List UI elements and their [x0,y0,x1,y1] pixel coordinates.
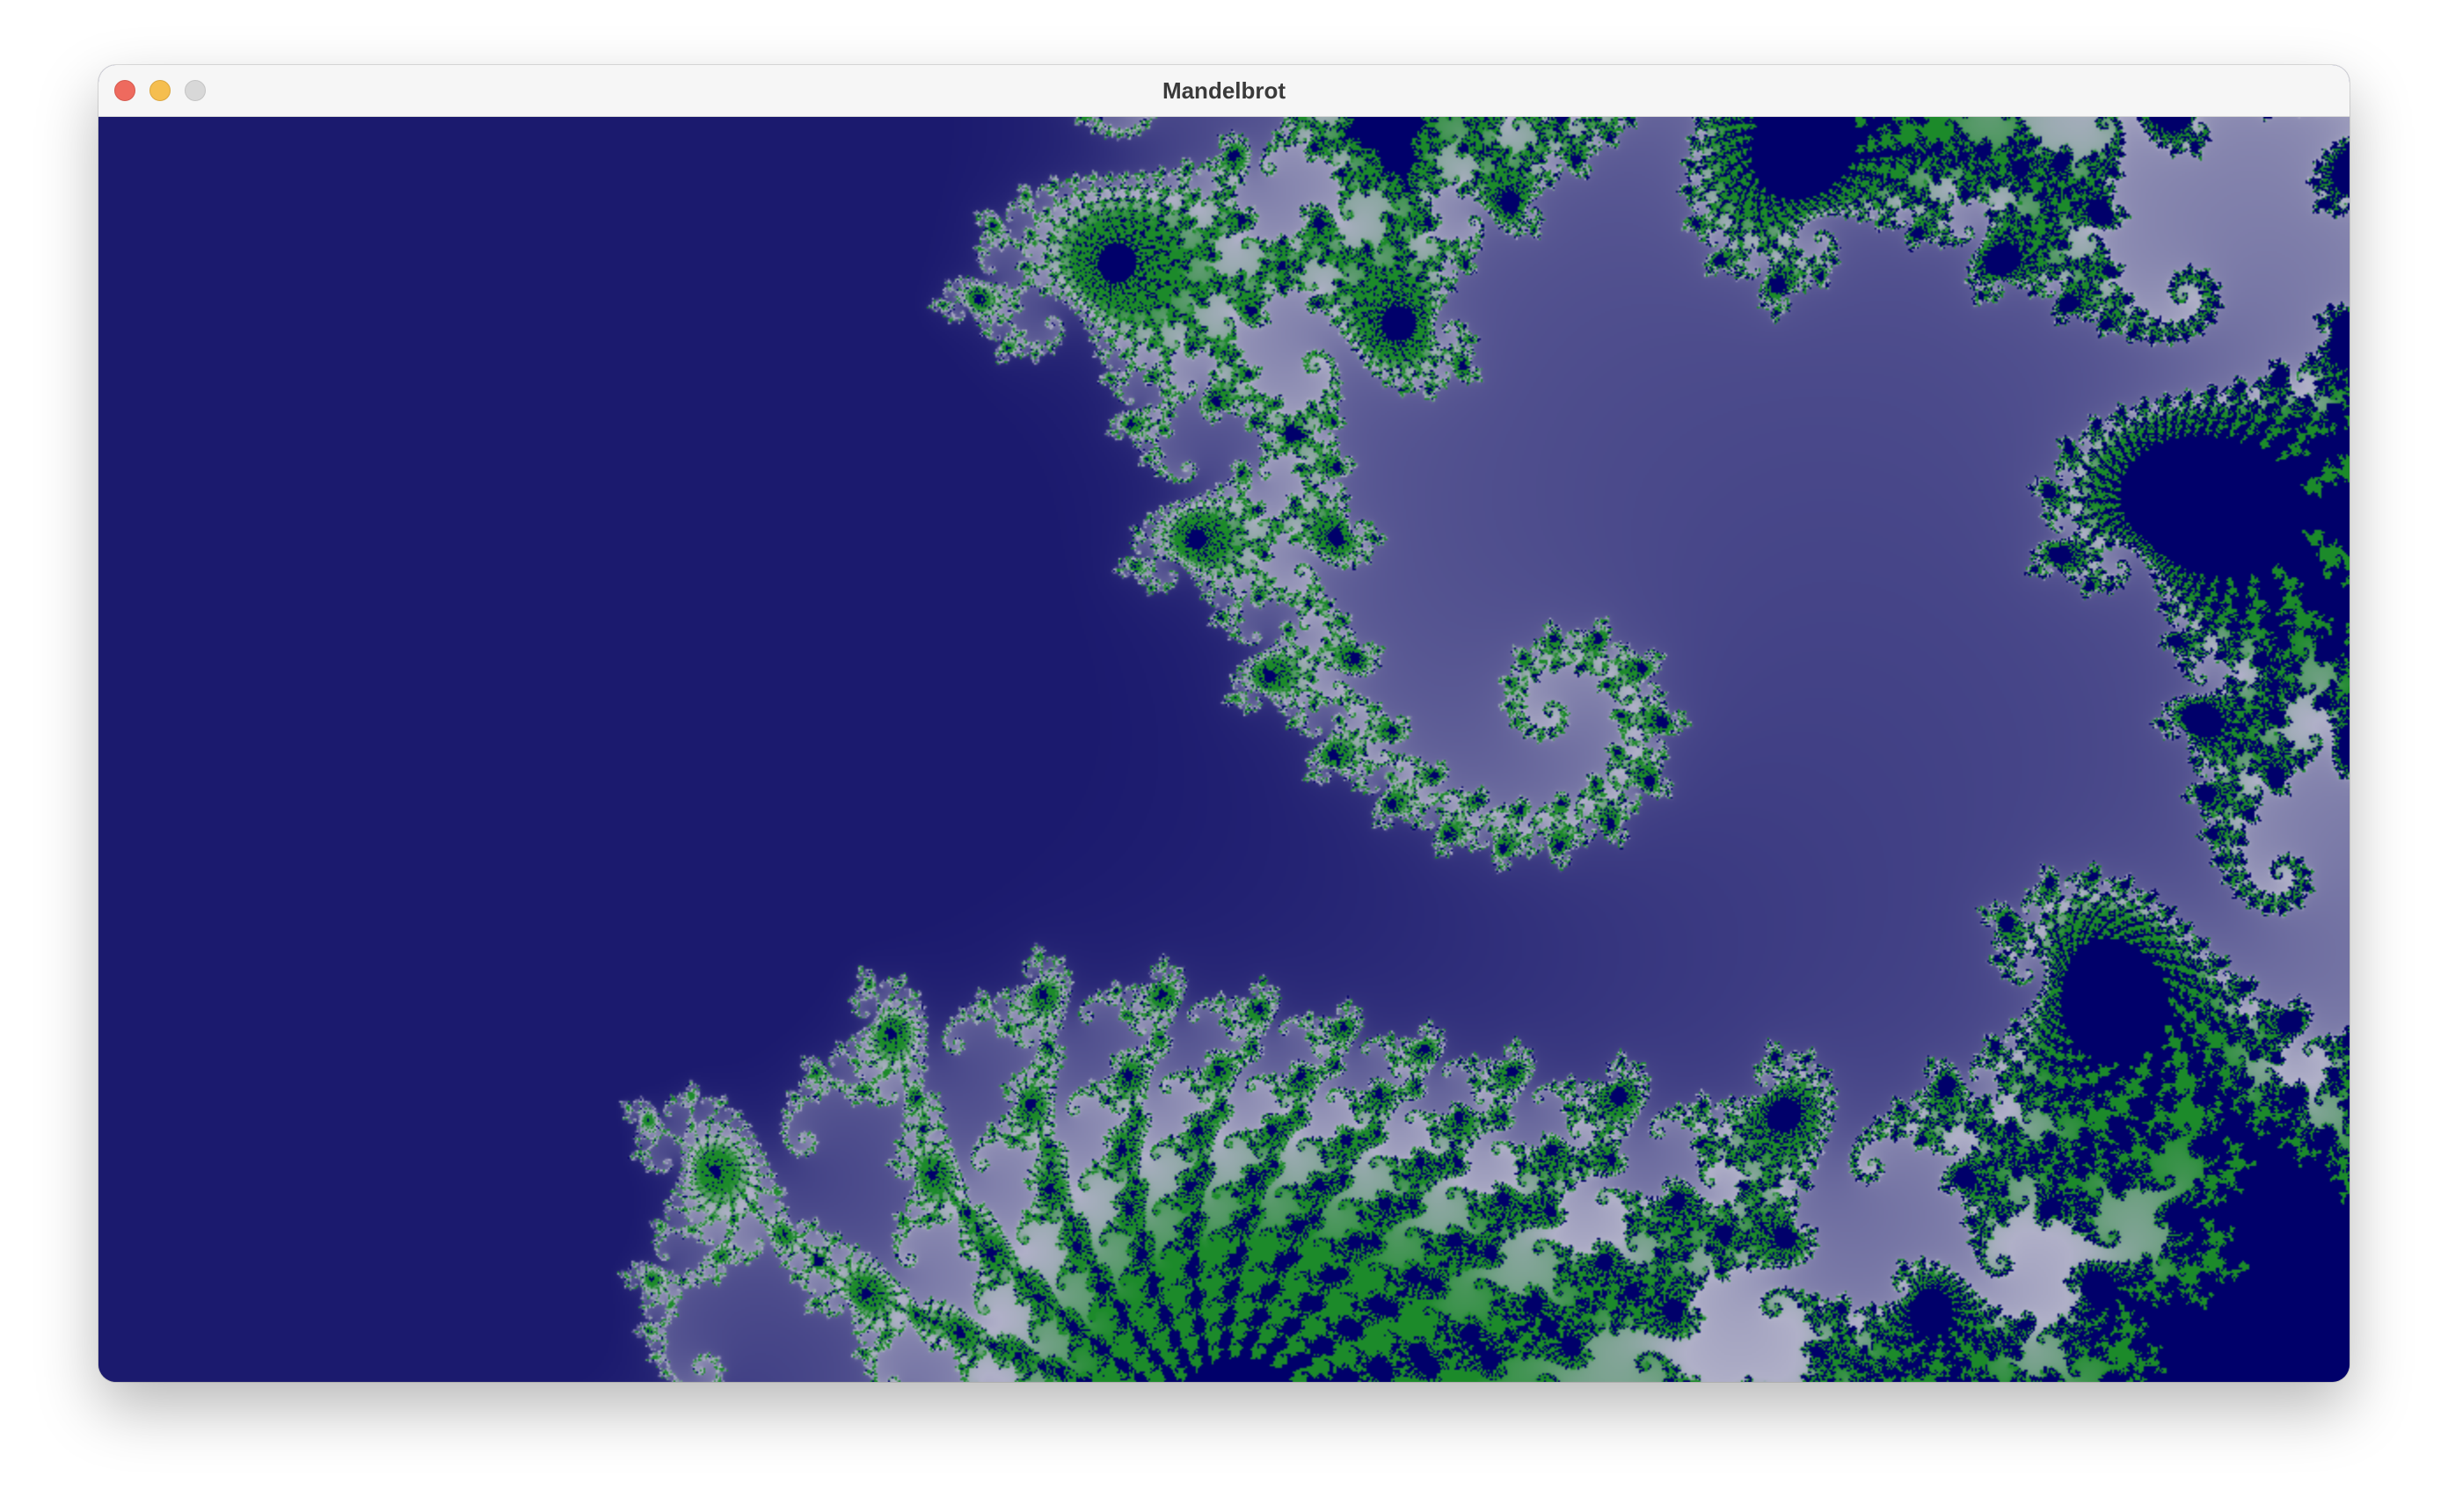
app-window: Mandelbrot [98,65,2350,1382]
title-bar[interactable]: Mandelbrot [98,65,2350,117]
zoom-button[interactable] [185,80,206,101]
window-title: Mandelbrot [1162,77,1286,104]
close-button[interactable] [114,80,135,101]
minimize-button[interactable] [149,80,171,101]
mandelbrot-canvas[interactable] [98,117,2350,1382]
fractal-view[interactable] [98,117,2350,1382]
